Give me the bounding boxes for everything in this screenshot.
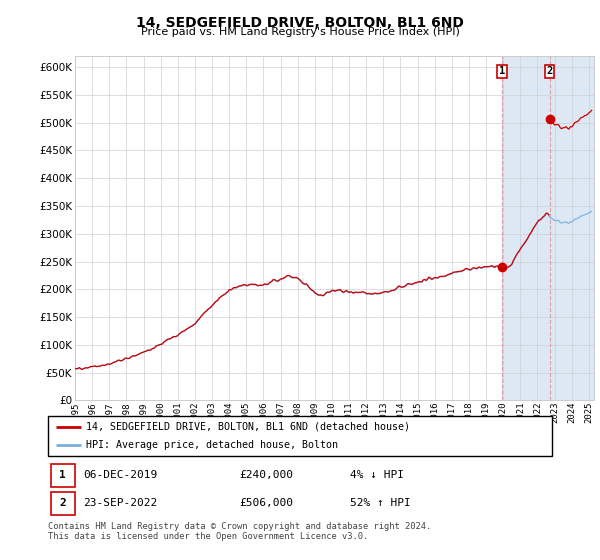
Text: 2: 2: [59, 498, 66, 508]
Text: 1: 1: [499, 66, 505, 76]
Text: 52% ↑ HPI: 52% ↑ HPI: [350, 498, 411, 508]
Text: 14, SEDGEFIELD DRIVE, BOLTON, BL1 6ND: 14, SEDGEFIELD DRIVE, BOLTON, BL1 6ND: [136, 16, 464, 30]
Text: £506,000: £506,000: [239, 498, 293, 508]
Text: 14, SEDGEFIELD DRIVE, BOLTON, BL1 6ND (detached house): 14, SEDGEFIELD DRIVE, BOLTON, BL1 6ND (d…: [86, 422, 410, 432]
Text: Price paid vs. HM Land Registry's House Price Index (HPI): Price paid vs. HM Land Registry's House …: [140, 27, 460, 37]
Text: HPI: Average price, detached house, Bolton: HPI: Average price, detached house, Bolt…: [86, 440, 338, 450]
Text: 1: 1: [59, 470, 66, 480]
Text: 23-SEP-2022: 23-SEP-2022: [83, 498, 158, 508]
Text: 4% ↓ HPI: 4% ↓ HPI: [350, 470, 404, 480]
Text: 2: 2: [547, 66, 553, 76]
Text: £240,000: £240,000: [239, 470, 293, 480]
Bar: [50, 464, 75, 487]
Text: 06-DEC-2019: 06-DEC-2019: [83, 470, 158, 480]
Text: Contains HM Land Registry data © Crown copyright and database right 2024.
This d: Contains HM Land Registry data © Crown c…: [48, 522, 431, 542]
Bar: [502, 56, 594, 400]
Bar: [50, 492, 75, 515]
